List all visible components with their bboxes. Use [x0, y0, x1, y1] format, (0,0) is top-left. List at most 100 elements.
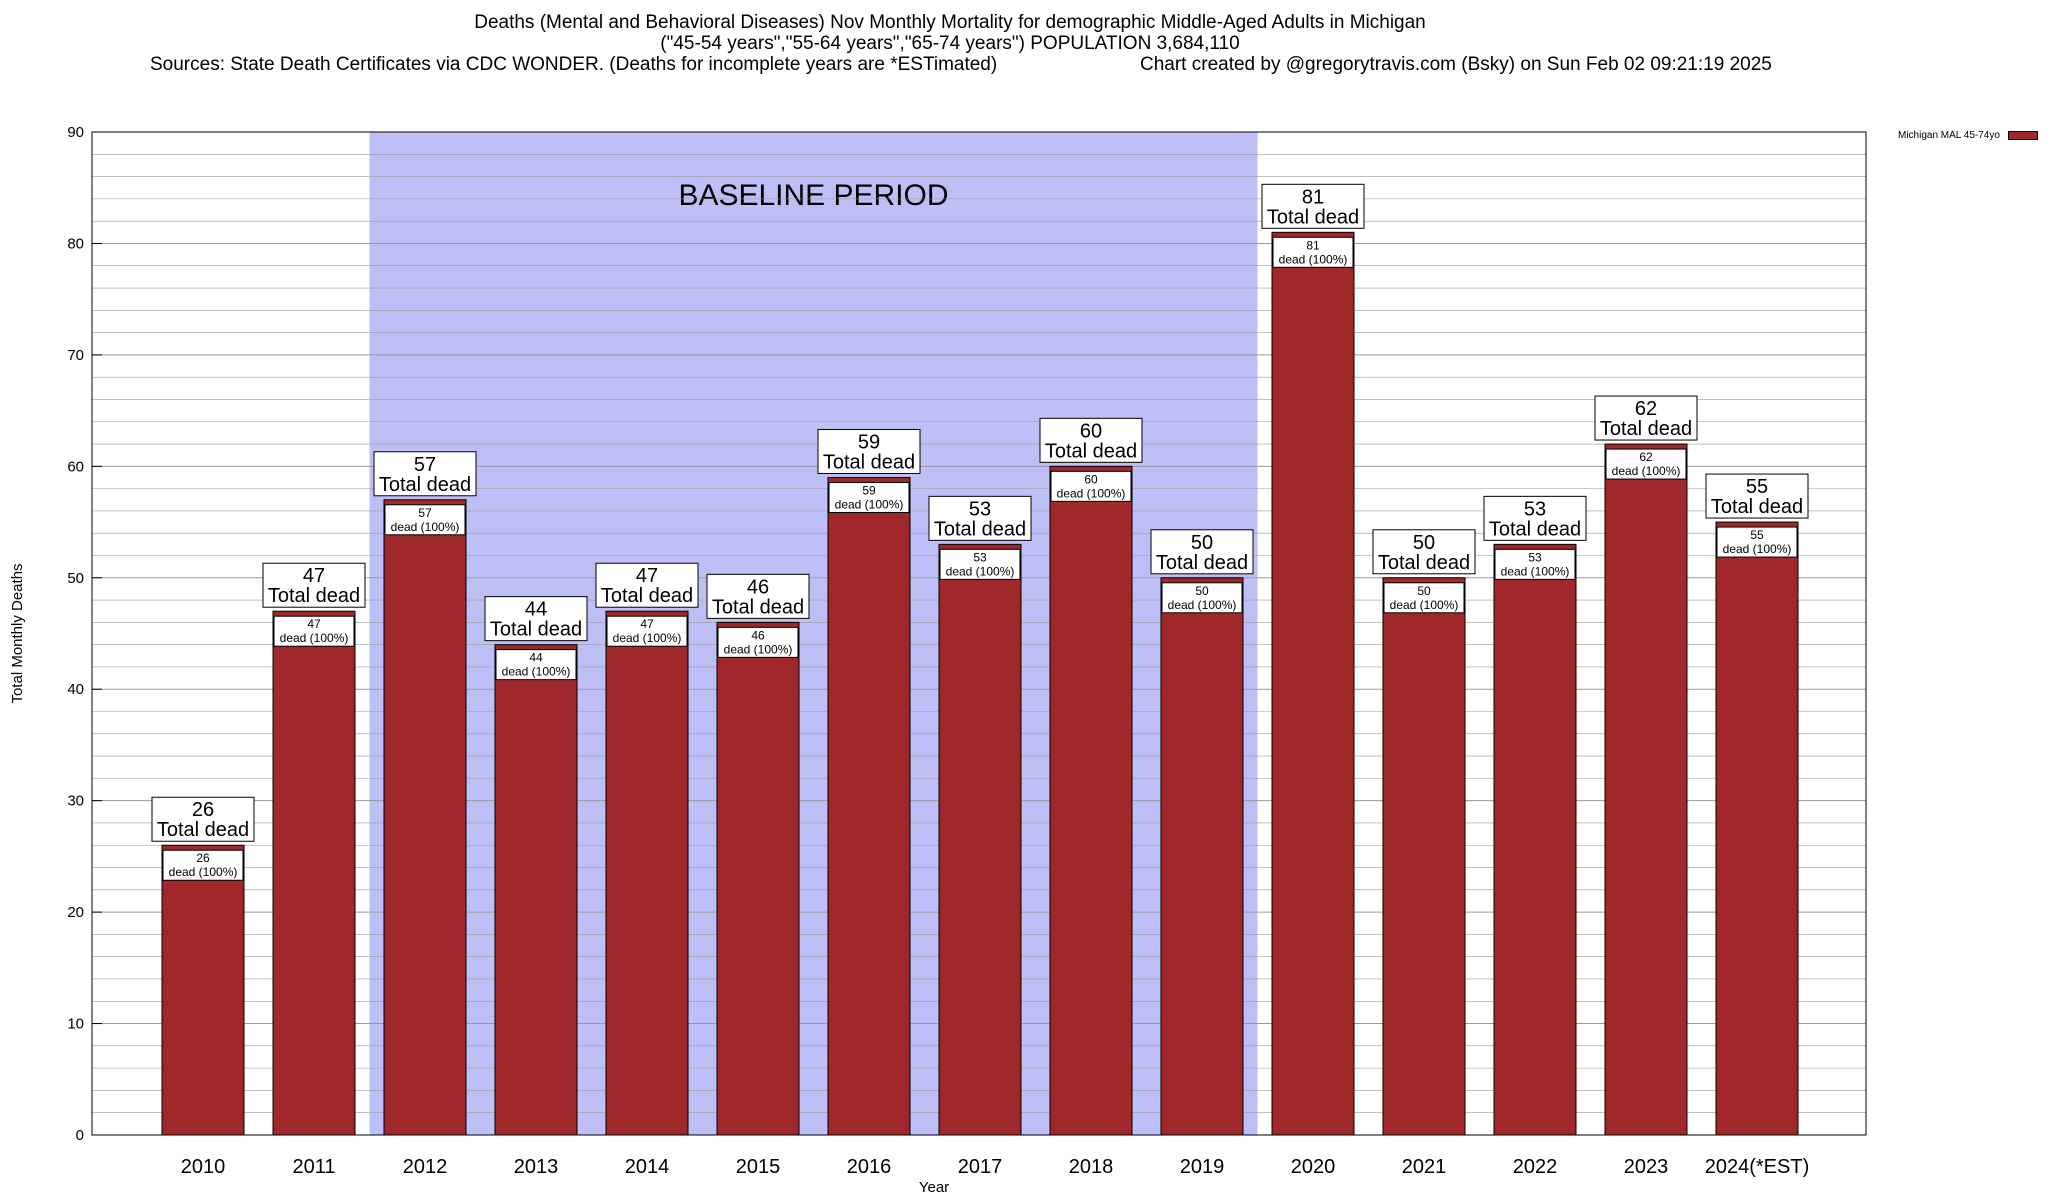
- y-tick-label: 50: [67, 570, 84, 587]
- top-label-box: [262, 562, 366, 608]
- bar: [272, 610, 356, 1136]
- inner-label-text: dead (100%): [1168, 598, 1237, 612]
- top-label-box: [1594, 395, 1698, 441]
- inner-label-box: [1605, 448, 1687, 480]
- x-tick-label: 2021: [1402, 1156, 1447, 1178]
- bar: [383, 499, 467, 1136]
- chart-title: Deaths (Mental and Behavioral Diseases) …: [474, 12, 1426, 33]
- inner-label-box: [273, 615, 355, 647]
- y-tick-label: 20: [67, 904, 84, 921]
- inner-label-text: dead (100%): [1723, 542, 1792, 556]
- inner-label-text: dead (100%): [169, 865, 238, 879]
- top-label-text: Total dead: [1045, 440, 1137, 462]
- sources-text: Sources: State Death Certificates via CD…: [150, 54, 998, 75]
- bar: [1604, 443, 1688, 1136]
- top-label-text: Total dead: [1267, 206, 1359, 228]
- inner-label-value: 53: [973, 550, 987, 564]
- y-tick-label: 0: [76, 1127, 84, 1144]
- inner-label-value: 47: [307, 617, 321, 631]
- top-label-value: 53: [969, 498, 991, 520]
- inner-label-value: 60: [1084, 472, 1098, 486]
- inner-label-value: 46: [751, 628, 765, 642]
- top-label-value: 81: [1302, 186, 1324, 208]
- baseline-label: BASELINE PERIOD: [678, 179, 948, 212]
- top-label-box: [1372, 529, 1476, 575]
- top-label-value: 55: [1746, 476, 1768, 498]
- top-label-box: [706, 573, 810, 619]
- legend-label: Michigan MAL 45-74yo: [1898, 130, 2000, 141]
- top-label-text: Total dead: [1378, 552, 1470, 574]
- top-label-box: [484, 596, 588, 642]
- bar: [494, 644, 578, 1136]
- inner-label-value: 50: [1195, 584, 1209, 598]
- top-label-box: [1039, 417, 1143, 463]
- bar: [1382, 577, 1466, 1136]
- inner-label-value: 81: [1306, 238, 1320, 252]
- x-tick-label: 2015: [736, 1156, 781, 1178]
- y-tick-label: 30: [67, 793, 84, 810]
- inner-label-text: dead (100%): [1612, 464, 1681, 478]
- top-label-text: Total dead: [601, 585, 693, 607]
- chart-title-block: Deaths (Mental and Behavioral Diseases) …: [0, 12, 1900, 54]
- y-tick-label: 90: [67, 124, 84, 141]
- top-label-value: 47: [636, 565, 658, 587]
- y-tick-label: 10: [67, 1016, 84, 1033]
- credit-text: Chart created by @gregorytravis.com (Bsk…: [1140, 54, 1772, 75]
- x-tick-label: 2019: [1180, 1156, 1225, 1178]
- x-tick-label: 2016: [847, 1156, 892, 1178]
- inner-label-text: dead (100%): [391, 520, 460, 534]
- inner-label-value: 57: [418, 506, 432, 520]
- bar: [1049, 465, 1133, 1136]
- inner-label-value: 53: [1528, 550, 1542, 564]
- x-axis-label: Year: [919, 1179, 949, 1196]
- inner-label-value: 26: [196, 851, 210, 865]
- top-label-text: Total dead: [934, 518, 1026, 540]
- bar: [161, 844, 245, 1136]
- chart-subtitle: ("45-54 years","55-64 years","65-74 year…: [660, 33, 1240, 54]
- top-label-box: [817, 428, 921, 474]
- y-tick-label: 40: [67, 681, 84, 698]
- inner-label-text: dead (100%): [613, 631, 682, 645]
- y-tick-label: 80: [67, 235, 84, 252]
- top-label-text: Total dead: [1600, 418, 1692, 440]
- x-tick-label: 2017: [958, 1156, 1003, 1178]
- inner-label-value: 62: [1639, 450, 1653, 464]
- top-label-box: [1483, 495, 1587, 541]
- top-label-value: 46: [747, 576, 769, 598]
- inner-label-box: [1494, 548, 1576, 580]
- inner-label-box: [384, 504, 466, 536]
- inner-label-box: [828, 481, 910, 513]
- top-label-text: Total dead: [157, 819, 249, 841]
- bar: [1493, 543, 1577, 1136]
- top-label-box: [595, 562, 699, 608]
- x-tick-label: 2014: [625, 1156, 670, 1178]
- top-label-text: Total dead: [490, 619, 582, 641]
- x-tick-label: 2012: [403, 1156, 448, 1178]
- top-label-box: [1705, 473, 1809, 519]
- inner-label-text: dead (100%): [724, 642, 793, 656]
- top-label-value: 47: [303, 565, 325, 587]
- x-tick-label: 2018: [1069, 1156, 1114, 1178]
- top-label-text: Total dead: [268, 585, 360, 607]
- top-label-text: Total dead: [1489, 518, 1581, 540]
- y-tick-label: 70: [67, 347, 84, 364]
- legend: Michigan MAL 45-74yo: [1898, 130, 2038, 141]
- bar: [1160, 577, 1244, 1136]
- top-label-value: 57: [414, 454, 436, 476]
- top-label-text: Total dead: [1711, 496, 1803, 518]
- bar: [1715, 521, 1799, 1136]
- top-label-box: [1261, 183, 1365, 229]
- bar: [716, 621, 800, 1136]
- top-label-box: [1150, 529, 1254, 575]
- bar: [938, 543, 1022, 1136]
- top-label-value: 50: [1413, 532, 1435, 554]
- inner-label-text: dead (100%): [946, 564, 1015, 578]
- inner-label-text: dead (100%): [280, 631, 349, 645]
- inner-label-text: dead (100%): [835, 497, 904, 511]
- bar: [605, 610, 689, 1136]
- inner-label-box: [162, 849, 244, 881]
- x-tick-label: 2011: [292, 1156, 335, 1178]
- inner-label-box: [495, 649, 577, 681]
- inner-label-value: 59: [862, 483, 876, 497]
